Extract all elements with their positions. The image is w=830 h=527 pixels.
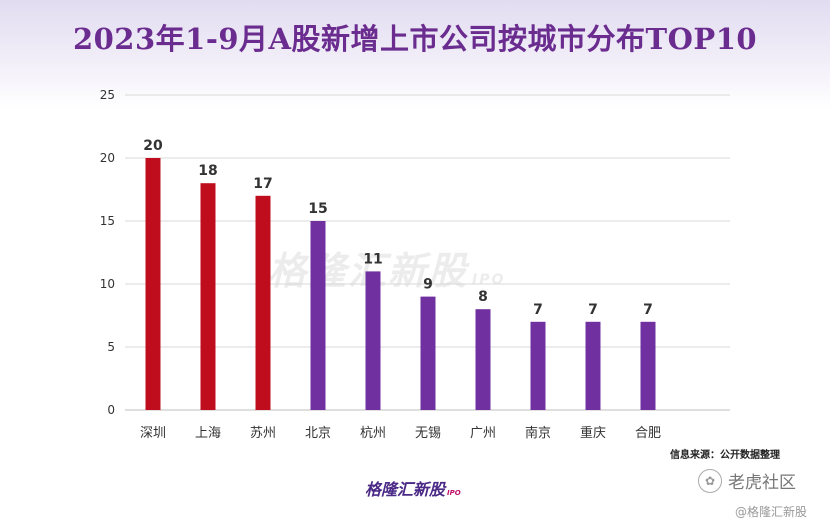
data-label: 20 — [143, 138, 163, 154]
brand-logo: 格隆汇新股 IPO — [365, 476, 461, 500]
x-tick-label: 合肥 — [635, 426, 661, 441]
source-note: 信息来源：公开数据整理 — [670, 450, 780, 461]
x-tick-label: 重庆 — [580, 425, 606, 441]
data-label: 17 — [253, 176, 272, 192]
y-tick-label: 10 — [100, 277, 115, 291]
author-handle: @格隆汇新股 — [735, 505, 808, 519]
data-label: 8 — [478, 289, 488, 305]
bar — [420, 296, 436, 410]
data-label: 7 — [533, 302, 543, 318]
y-tick-label: 0 — [107, 403, 115, 417]
x-tick-label: 杭州 — [360, 426, 386, 441]
bar — [640, 321, 656, 410]
data-label: 7 — [643, 302, 653, 318]
x-tick-label: 北京 — [305, 426, 331, 441]
x-tick-label: 无锡 — [415, 426, 441, 441]
data-label: 11 — [363, 251, 382, 267]
data-label: 18 — [198, 163, 217, 179]
x-tick-label: 南京 — [525, 425, 551, 441]
tiger-community-badge: ✿ 老虎社区 — [698, 468, 796, 493]
bar — [475, 309, 491, 410]
x-tick-label: 上海 — [195, 426, 221, 441]
bar — [365, 271, 381, 410]
x-tick-label: 深圳 — [140, 426, 166, 441]
bar — [145, 158, 161, 410]
bar — [585, 321, 601, 410]
y-tick-label: 25 — [100, 88, 115, 102]
y-tick-label: 20 — [100, 151, 115, 165]
tiger-icon: ✿ — [698, 468, 722, 493]
y-tick-label: 5 — [107, 340, 115, 354]
logo-suffix: IPO — [447, 489, 461, 497]
bar — [530, 321, 546, 410]
data-label: 7 — [588, 302, 598, 318]
bar — [310, 221, 326, 410]
bar — [200, 183, 216, 410]
x-tick-label: 苏州 — [250, 425, 276, 441]
y-tick-label: 15 — [100, 214, 115, 228]
chart-title: 2023年1-9月A股新增上市公司按城市分布TOP10 — [72, 22, 758, 56]
bar — [255, 195, 271, 410]
logo-text: 格隆汇新股 — [365, 480, 446, 499]
data-label: 15 — [308, 201, 327, 217]
data-label: 9 — [423, 277, 433, 293]
community-name: 老虎社区 — [728, 473, 796, 493]
x-tick-label: 广州 — [470, 426, 496, 441]
